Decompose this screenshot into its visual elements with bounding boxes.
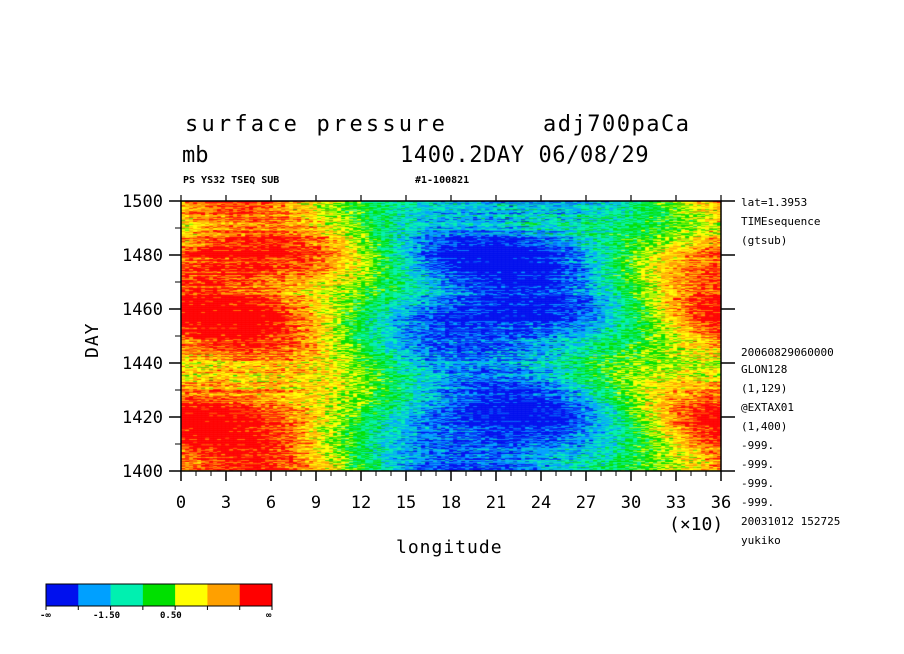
side-info-line: 20060829060000 xyxy=(741,346,834,359)
side-info-line: (1,129) xyxy=(741,382,787,395)
x-tick-label: 36 xyxy=(711,493,731,513)
colorbar-swatch xyxy=(110,584,144,606)
side-info-line: @EXTAX01 xyxy=(741,401,794,414)
colorbar-swatch xyxy=(46,584,79,606)
x-tick-label: 0 xyxy=(176,493,186,513)
colorbar-swatch xyxy=(207,584,241,606)
colorbar-label: ∞ xyxy=(266,611,272,621)
x-tick-label: 30 xyxy=(621,493,641,513)
x-tick-label: 6 xyxy=(266,493,276,513)
tag-left: PS YS32 TSEQ SUB xyxy=(183,175,279,186)
x-axis-label: longitude xyxy=(396,537,503,558)
x-tick-label: 18 xyxy=(441,493,461,513)
x-tick-label: 24 xyxy=(531,493,551,513)
y-tick-label: 1480 xyxy=(122,246,163,266)
chart-title-right: adj700paCa xyxy=(543,112,690,137)
colorbar-swatch xyxy=(175,584,208,606)
heatmap-field xyxy=(181,201,721,471)
x-tick-label: 33 xyxy=(666,493,686,513)
side-info-line: -999. xyxy=(741,496,774,509)
side-info-line: (1,400) xyxy=(741,420,787,433)
chart-subtitle-right: 1400.2DAY 06/08/29 xyxy=(400,143,649,168)
chart-title-left: surface pressure xyxy=(185,112,448,137)
colorbar-label: -∞ xyxy=(40,611,51,621)
y-tick-label: 1420 xyxy=(122,408,163,428)
chart-units: mb xyxy=(182,143,209,168)
y-axis-label: DAY xyxy=(82,322,103,358)
y-tick-label: 1460 xyxy=(122,300,163,320)
side-info-line: -999. xyxy=(741,477,774,490)
x-multiplier-label: (×10) xyxy=(669,514,723,535)
side-info-line: (gtsub) xyxy=(741,234,787,247)
tag-right: #1-100821 xyxy=(415,175,469,186)
colorbar-label: -1.50 xyxy=(93,611,120,621)
side-info-line: GLON128 xyxy=(741,363,787,376)
side-info-line: TIMEsequence xyxy=(741,215,820,228)
colorbar-swatch xyxy=(239,584,273,606)
side-info: lat=1.3953 TIMEsequence (gtsub) 20060829… xyxy=(741,196,840,547)
side-info-line: yukiko xyxy=(741,534,781,547)
side-info-line: -999. xyxy=(741,458,774,471)
x-tick-label: 12 xyxy=(351,493,371,513)
x-tick-label: 21 xyxy=(486,493,506,513)
y-tick-label: 1400 xyxy=(122,462,163,482)
side-info-line: 20031012 152725 xyxy=(741,515,840,528)
y-tick-label: 1440 xyxy=(122,354,163,374)
colorbar-swatch xyxy=(78,584,111,606)
side-info-line: -999. xyxy=(741,439,774,452)
y-tick-label: 1500 xyxy=(122,192,163,212)
x-tick-label: 9 xyxy=(311,493,321,513)
colorbar-frame xyxy=(45,583,273,607)
axes: 0 3 6 9 12 15 18 21 24 27 30 33 36140014201440146014… xyxy=(122,192,735,513)
side-info-line: lat=1.3953 xyxy=(741,196,807,209)
colorbar-swatch xyxy=(142,584,176,606)
x-tick-label: 27 xyxy=(576,493,596,513)
colorbar xyxy=(45,583,273,610)
colorbar-label: 0.50 xyxy=(160,611,182,621)
x-tick-label: 3 xyxy=(221,493,231,513)
x-tick-label: 15 xyxy=(396,493,416,513)
